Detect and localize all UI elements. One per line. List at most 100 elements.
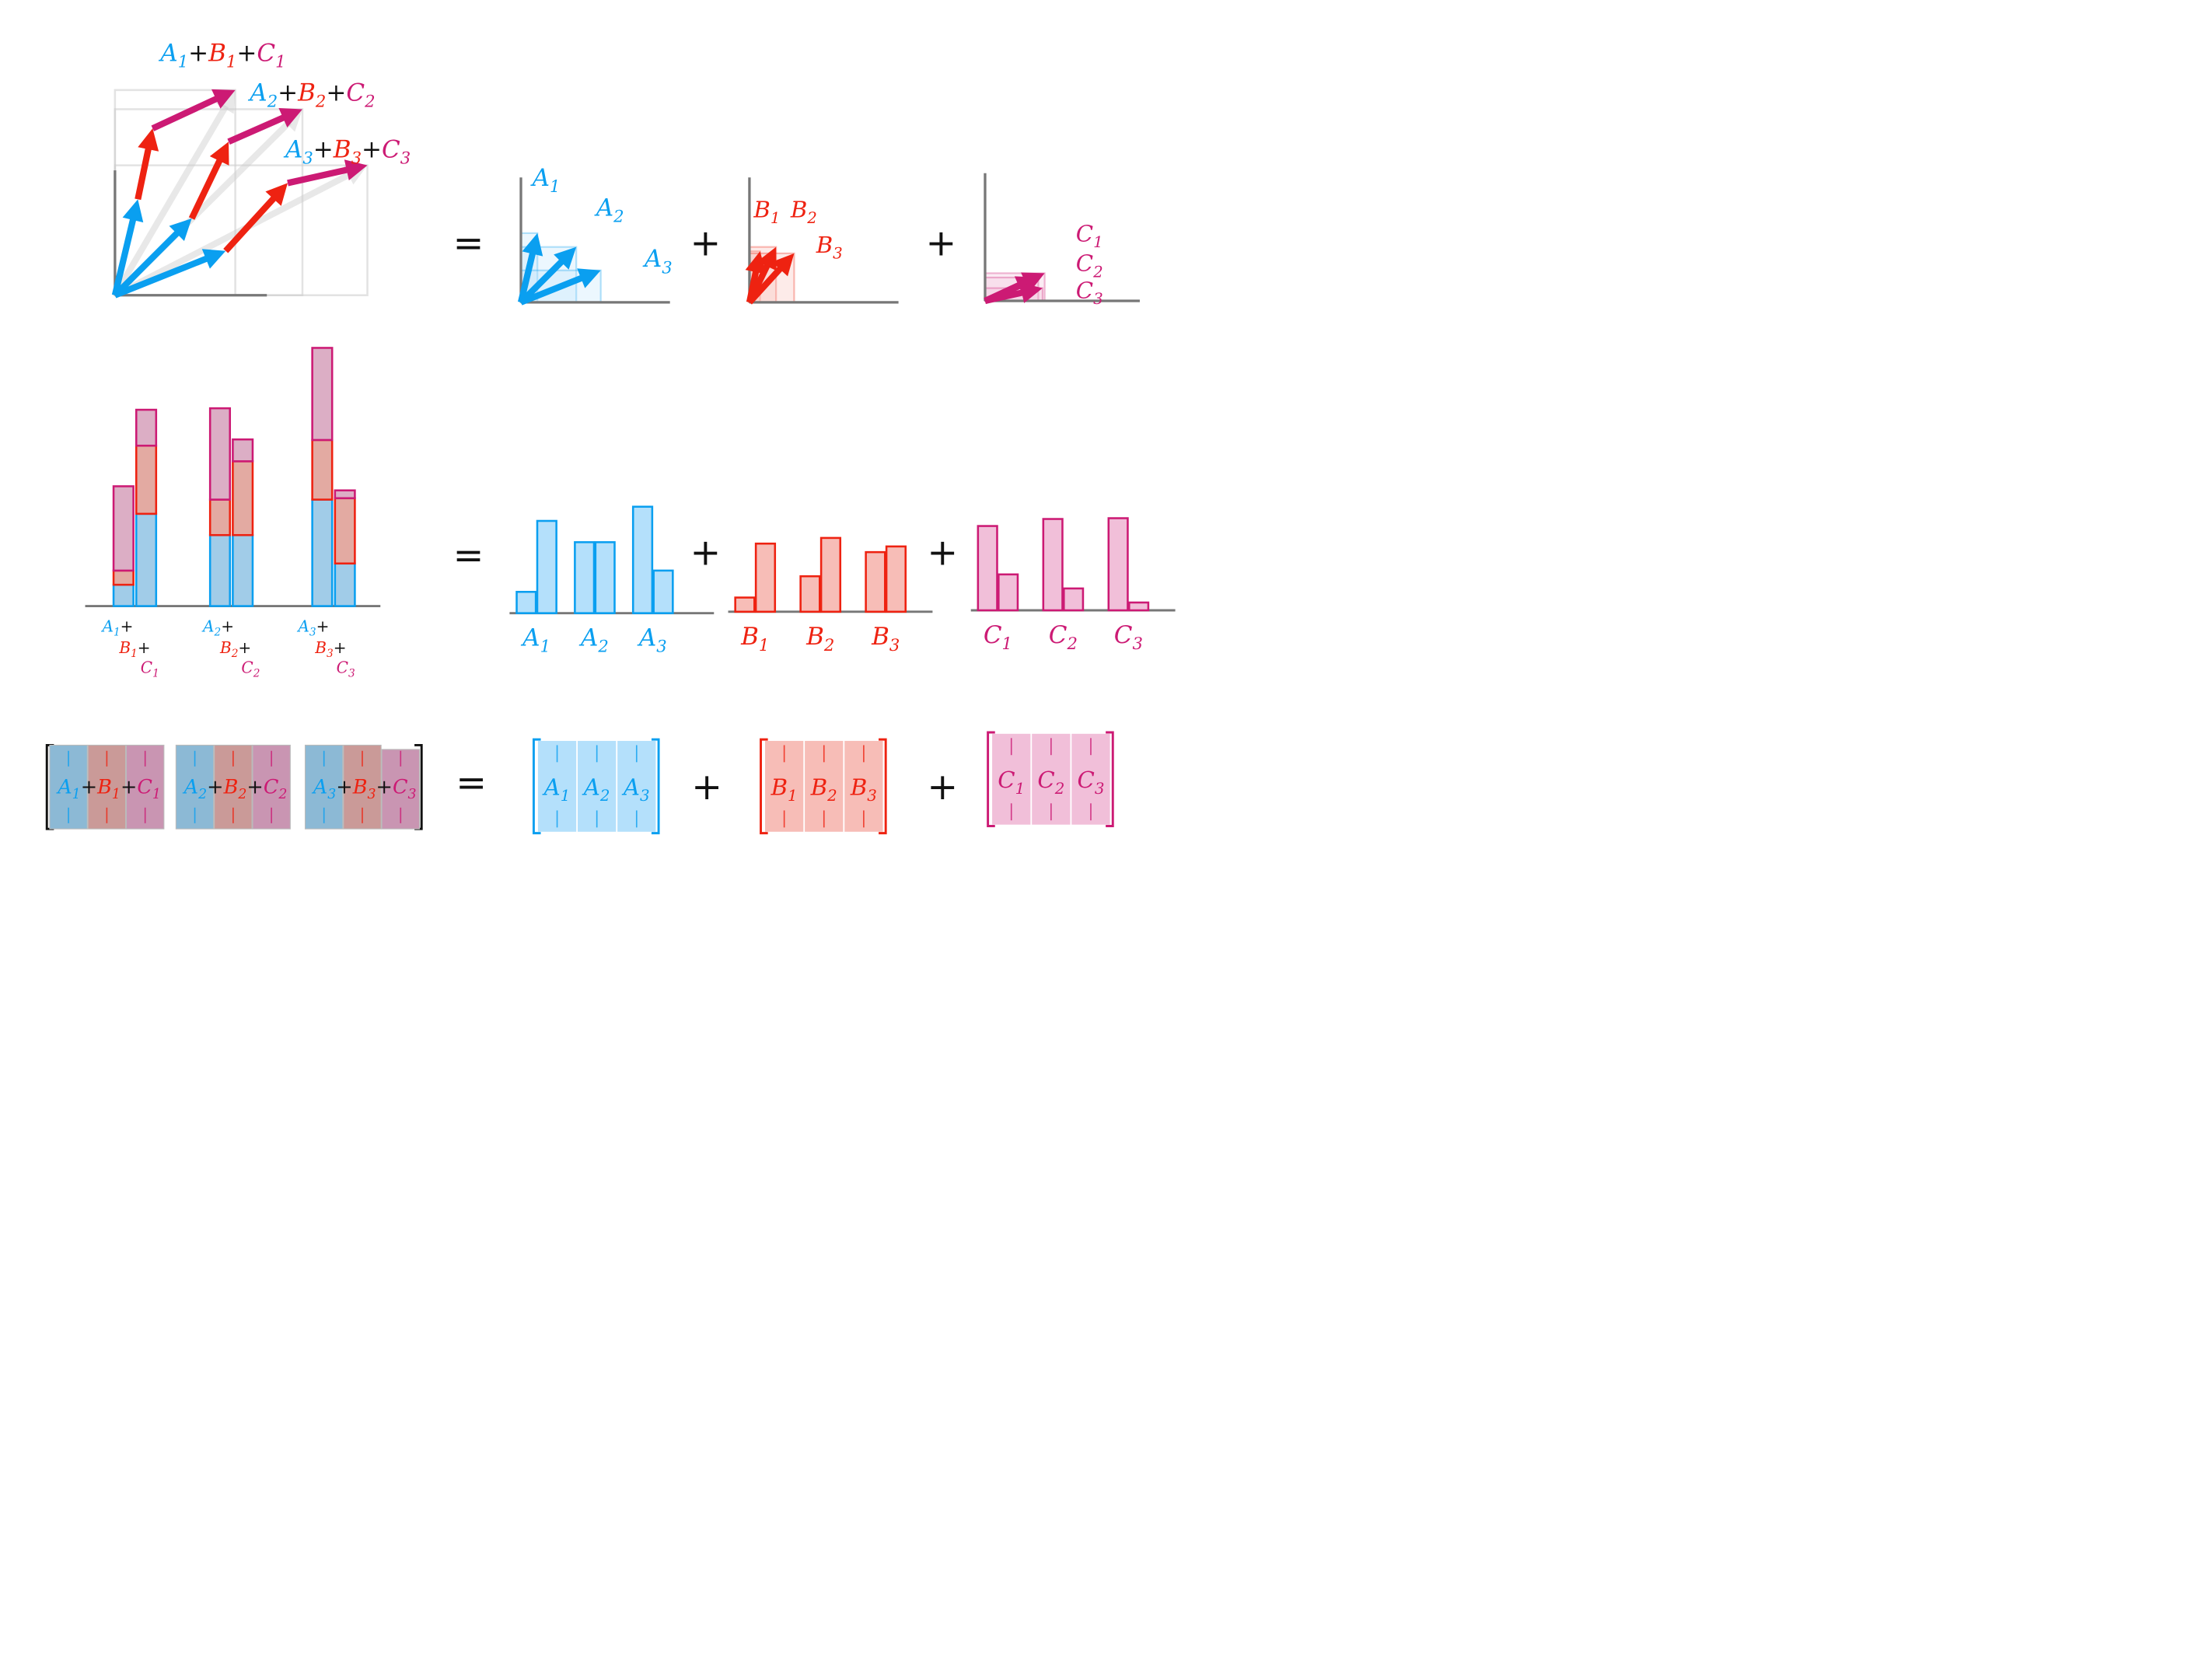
c-bar-3-2 xyxy=(1127,601,1150,612)
plus-sign-row3-1: + xyxy=(691,766,722,809)
matrix-a-label-3-letter: A xyxy=(621,774,640,800)
plus-sign-row3-2: + xyxy=(927,766,958,809)
c-bar-1-1 xyxy=(977,525,998,612)
b-bar-2-2 xyxy=(819,536,842,613)
stack-cat-label-c2: C2 xyxy=(241,658,260,680)
sum-col-label-1-b-letter: B xyxy=(96,776,112,799)
matrix-c-label-2-subscript: 2 xyxy=(1054,780,1065,798)
b-panel-arrow-3 xyxy=(746,253,795,305)
stack-b3-1 xyxy=(311,438,334,501)
matrix-b-left-bracket xyxy=(760,738,768,835)
sum-label-3: A3+B3+C3 xyxy=(283,136,411,168)
stack-cat-plus-b1: + xyxy=(138,638,151,657)
stack-c1-1 xyxy=(112,485,135,572)
matrix-b-label-1-letter: B xyxy=(771,774,788,800)
matrix-a-left-bracket xyxy=(532,738,541,835)
stack-cat-plus-a1: + xyxy=(121,617,134,635)
sum-label-3-a-subscript: 3 xyxy=(302,148,313,168)
sum-matrix: A1+B1+C1 A2+B2+C2 A3+B3+C3 xyxy=(45,743,423,830)
c-category-1-subscript: 1 xyxy=(1002,634,1012,653)
sum-label-1-c-letter: C xyxy=(257,40,275,68)
sum-col-label-2: A2+B2+C2 xyxy=(183,776,288,803)
sum-col-label-2-c-letter: C xyxy=(264,776,279,799)
b-panel-label-2: B2 xyxy=(790,196,817,227)
b-panel-label-1-letter: B xyxy=(753,196,770,222)
stack-cat-plus-a3: + xyxy=(316,617,330,635)
c-panel-label-2-subscript: 2 xyxy=(1092,263,1103,281)
arrow-b3-head xyxy=(265,183,288,206)
c-bar-1-2 xyxy=(998,573,1019,612)
matrix-b-label-2: B2 xyxy=(810,774,837,805)
sum-col-label-3-a-letter: A xyxy=(312,776,327,799)
a-panel-label-2: A2 xyxy=(594,194,624,225)
matrix-c-label-2-letter: C xyxy=(1037,767,1054,793)
stack-cat-label-b1-subscript: 1 xyxy=(131,648,138,660)
sum-col-label-1-a-letter: A xyxy=(56,776,72,799)
sum-label-3-c-subscript: 3 xyxy=(400,148,411,168)
stack-cat-label-c2-letter: C xyxy=(241,658,253,676)
matrix-c-label-3-subscript: 3 xyxy=(1095,780,1105,798)
c-panel-label-1-letter: C xyxy=(1076,220,1093,246)
c-panel-arrow-3 xyxy=(984,282,1043,305)
matrix-row: A1+B1+C1 A2+B2+C2 A3+B3+C3 = A1 A2 A3 + B1 B2 B3 + C… xyxy=(45,731,1114,835)
stack-cat-label-c2-subscript: 2 xyxy=(253,668,260,680)
matrix-c-label-2: C2 xyxy=(1037,767,1064,798)
matrix-c-label-3: C3 xyxy=(1077,767,1104,798)
stack-b1-2 xyxy=(135,444,158,515)
sum-label-2-a-letter: A xyxy=(247,79,267,107)
arrow-a1-head xyxy=(122,199,144,223)
matrix-c-label-3-letter: C xyxy=(1077,767,1094,793)
a-panel-label-2-subscript: 2 xyxy=(613,207,624,226)
matrix-c-label-1-subscript: 1 xyxy=(1015,780,1026,798)
sum-label-1-b-subscript: 1 xyxy=(226,52,236,72)
stack-a2-1 xyxy=(208,533,232,607)
c-panel-label-3: C3 xyxy=(1076,277,1103,308)
b-panel-label-3: B3 xyxy=(816,232,843,263)
sum-col-label-2-plus: + xyxy=(207,776,223,799)
b-panel-label-2-subscript: 2 xyxy=(806,209,817,227)
arrow-b3-shaft xyxy=(223,194,278,253)
stack-cat-plus-b2: + xyxy=(238,638,251,657)
stack-cat-label-a2: A2+ xyxy=(201,617,234,638)
sum-col-label-3-a-subscript: 3 xyxy=(327,787,336,802)
a-panel-label-1-subscript: 1 xyxy=(550,176,560,196)
sum-label-3-c-letter: C xyxy=(382,136,400,164)
sum-label-2-c-subscript: 2 xyxy=(364,92,375,111)
sum-col-label-3-c-subscript: 3 xyxy=(407,787,416,802)
stack-cat-label-b3-letter: B xyxy=(314,638,327,657)
sum-label-2-c-letter: C xyxy=(346,79,365,107)
a-panel-label-3-letter: A xyxy=(642,245,662,273)
arrow-c1 xyxy=(151,89,236,131)
c-category-3: C3 xyxy=(1114,621,1143,653)
stack-cat-label-c3: C3 xyxy=(337,658,355,680)
c-panel-label-2-letter: C xyxy=(1076,250,1093,277)
stack-c3-2 xyxy=(334,489,356,500)
arrow-c3-head xyxy=(344,159,368,180)
vector-sum-grid xyxy=(114,89,369,297)
c-category-1-letter: C xyxy=(984,621,1002,649)
matrix-c: C1 C2 C3 xyxy=(987,731,1114,827)
b-category-3-subscript: 3 xyxy=(889,635,900,655)
stack-c2-2 xyxy=(232,438,254,463)
stack-cat-label-b1: B1+ xyxy=(118,638,150,660)
stack-cat-label-a3-subscript: 3 xyxy=(309,627,316,639)
c-category-3-subscript: 3 xyxy=(1133,634,1143,653)
stack-a3-1 xyxy=(311,498,334,607)
a-category-1-subscript: 1 xyxy=(540,637,550,656)
a-panel-arrow-3 xyxy=(519,268,601,306)
bar-chart-b: B1 B2 B3 xyxy=(728,536,933,655)
b-panel-arrow-3-head xyxy=(771,253,795,277)
a-panel-arrow-1-shaft xyxy=(517,250,536,303)
sum-col-label-2-b-letter: B xyxy=(223,776,239,799)
stack-cat-label-b2: B2+ xyxy=(219,638,251,660)
stack-cat-label-c1: C1 xyxy=(141,658,159,680)
sum-label-1-c-subscript: 1 xyxy=(275,52,285,72)
arrow-a3-shaft xyxy=(114,254,210,299)
stack-cat-label-b1-letter: B xyxy=(118,638,131,657)
a-panel-label-1: A1 xyxy=(530,164,561,196)
arrow-a2 xyxy=(112,218,192,298)
equals-sign-row1: = xyxy=(453,222,484,265)
